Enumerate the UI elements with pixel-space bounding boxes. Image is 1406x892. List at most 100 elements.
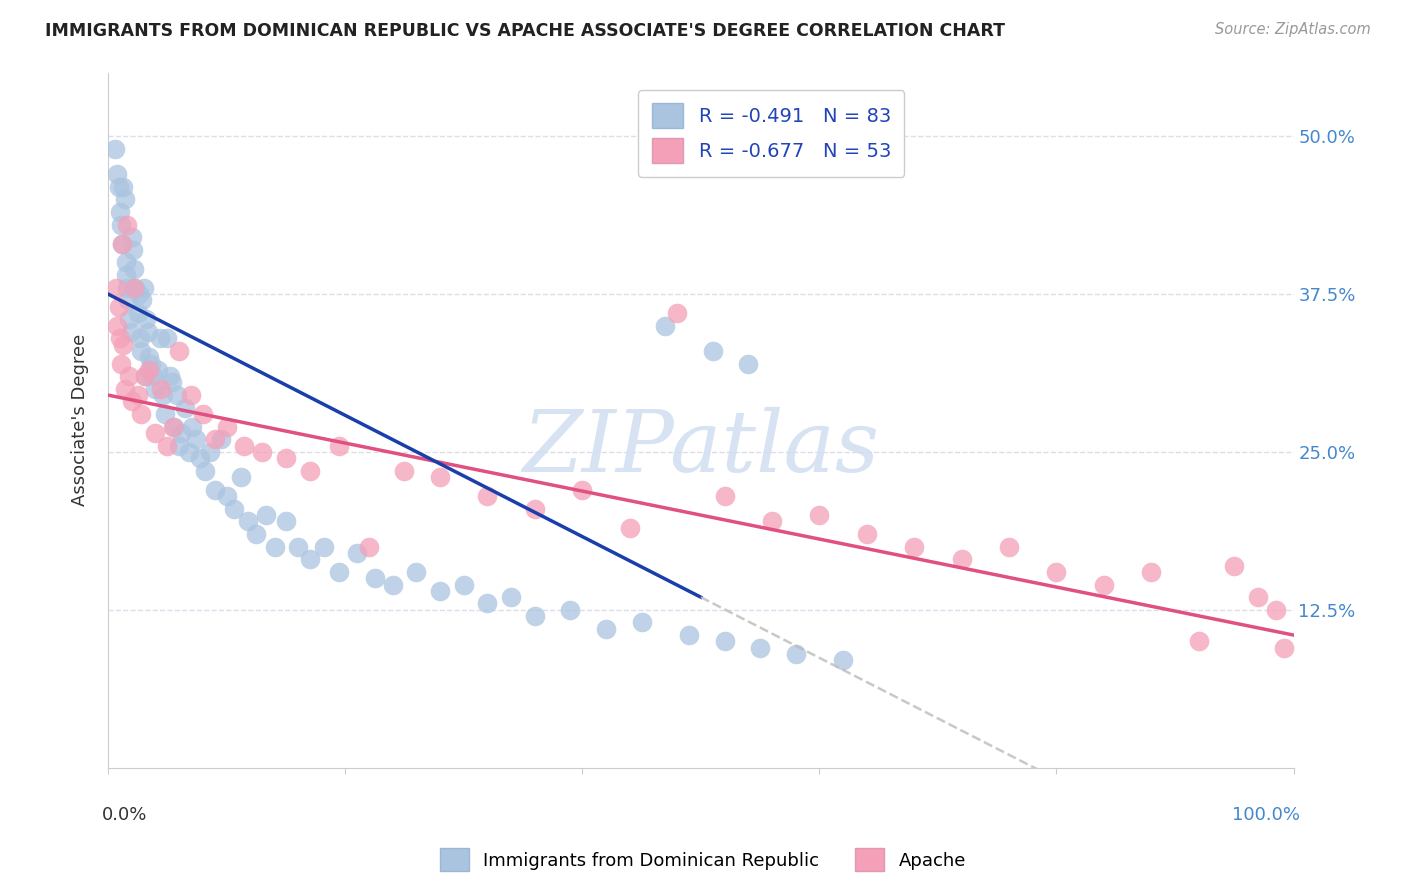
Point bbox=[429, 470, 451, 484]
Point bbox=[204, 432, 226, 446]
Point bbox=[156, 331, 179, 345]
Point bbox=[405, 565, 427, 579]
Point bbox=[190, 451, 212, 466]
Point bbox=[328, 565, 350, 579]
Point bbox=[107, 300, 129, 314]
Point bbox=[108, 205, 131, 219]
Point bbox=[114, 382, 136, 396]
Text: 100.0%: 100.0% bbox=[1232, 805, 1299, 824]
Text: Source: ZipAtlas.com: Source: ZipAtlas.com bbox=[1215, 22, 1371, 37]
Point bbox=[1045, 565, 1067, 579]
Y-axis label: Associate's Degree: Associate's Degree bbox=[72, 334, 89, 507]
Point bbox=[477, 489, 499, 503]
Point bbox=[159, 369, 181, 384]
Point bbox=[713, 634, 735, 648]
Point bbox=[654, 318, 676, 333]
Point bbox=[110, 218, 132, 232]
Point bbox=[287, 540, 309, 554]
Point bbox=[1188, 634, 1211, 648]
Point bbox=[903, 540, 925, 554]
Point bbox=[264, 540, 287, 554]
Point bbox=[501, 590, 523, 604]
Point bbox=[222, 501, 245, 516]
Point bbox=[855, 527, 877, 541]
Point bbox=[274, 451, 297, 466]
Point bbox=[122, 243, 145, 257]
Point bbox=[129, 343, 152, 358]
Point bbox=[122, 261, 145, 276]
Point bbox=[194, 464, 217, 478]
Point bbox=[170, 425, 193, 440]
Point bbox=[134, 369, 156, 384]
Point bbox=[167, 439, 190, 453]
Point bbox=[166, 388, 188, 402]
Point bbox=[209, 432, 232, 446]
Point bbox=[312, 540, 335, 554]
Text: ZIPatlas: ZIPatlas bbox=[522, 407, 879, 490]
Point bbox=[110, 357, 132, 371]
Point bbox=[160, 376, 183, 390]
Legend: R = -0.491   N = 83, R = -0.677   N = 53: R = -0.491 N = 83, R = -0.677 N = 53 bbox=[638, 90, 904, 177]
Point bbox=[215, 489, 238, 503]
Point bbox=[1092, 577, 1115, 591]
Point bbox=[112, 337, 135, 351]
Point bbox=[233, 439, 256, 453]
Point bbox=[571, 483, 593, 497]
Point bbox=[808, 508, 831, 522]
Point bbox=[328, 439, 350, 453]
Point bbox=[129, 407, 152, 421]
Point bbox=[713, 489, 735, 503]
Point bbox=[146, 363, 169, 377]
Point bbox=[152, 388, 174, 402]
Point bbox=[156, 439, 179, 453]
Point bbox=[105, 281, 128, 295]
Point bbox=[998, 540, 1021, 554]
Point bbox=[1247, 590, 1270, 604]
Point bbox=[127, 388, 149, 402]
Point bbox=[174, 401, 197, 415]
Point bbox=[111, 236, 134, 251]
Point bbox=[138, 363, 160, 377]
Point bbox=[150, 382, 173, 396]
Point bbox=[346, 546, 368, 560]
Point bbox=[184, 432, 207, 446]
Point bbox=[114, 192, 136, 206]
Point bbox=[149, 331, 172, 345]
Point bbox=[131, 293, 153, 308]
Point bbox=[120, 325, 142, 339]
Point bbox=[180, 388, 202, 402]
Point bbox=[666, 306, 689, 320]
Point bbox=[619, 521, 641, 535]
Point bbox=[107, 179, 129, 194]
Point bbox=[177, 445, 200, 459]
Point bbox=[394, 464, 416, 478]
Point bbox=[254, 508, 277, 522]
Point bbox=[115, 218, 138, 232]
Point bbox=[215, 419, 238, 434]
Point bbox=[832, 653, 855, 667]
Point bbox=[453, 577, 475, 591]
Point bbox=[1264, 603, 1286, 617]
Point bbox=[236, 515, 259, 529]
Point bbox=[761, 515, 783, 529]
Point bbox=[108, 331, 131, 345]
Point bbox=[595, 622, 617, 636]
Point bbox=[163, 419, 186, 434]
Point bbox=[115, 281, 138, 295]
Point bbox=[381, 577, 404, 591]
Point bbox=[298, 552, 321, 566]
Point bbox=[112, 179, 135, 194]
Point bbox=[250, 445, 273, 459]
Point bbox=[523, 501, 546, 516]
Point bbox=[191, 407, 214, 421]
Point bbox=[560, 603, 582, 617]
Point bbox=[950, 552, 973, 566]
Point bbox=[118, 369, 141, 384]
Point bbox=[145, 425, 167, 440]
Point bbox=[135, 312, 157, 326]
Text: 0.0%: 0.0% bbox=[103, 805, 148, 824]
Point bbox=[114, 268, 136, 282]
Point bbox=[114, 255, 136, 269]
Point bbox=[702, 343, 724, 358]
Point bbox=[523, 609, 546, 624]
